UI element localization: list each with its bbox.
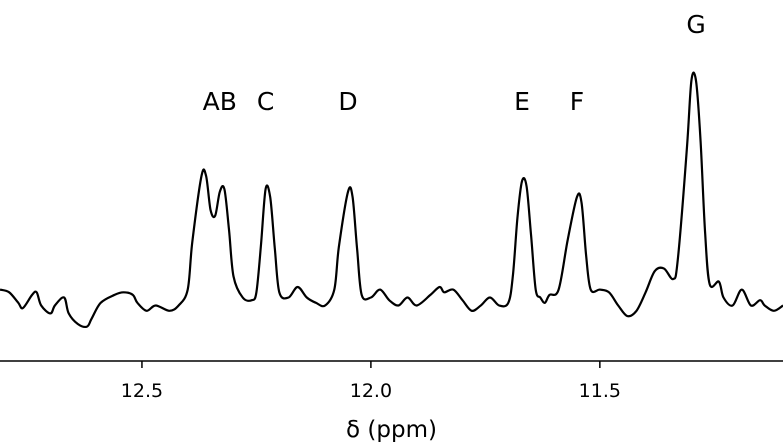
peak-label-g: G [686,10,705,39]
peak-label-e: E [514,87,530,116]
peak-label-d: D [338,87,357,116]
x-axis-ticks: 12.5 12.0 11.5 [121,361,621,402]
x-tick-label-0: 12.5 [121,380,163,402]
peak-label-ab: AB [203,87,237,116]
peak-label-c: C [257,87,274,116]
plot-area [0,71,783,328]
x-axis-label: δ (ppm) [346,417,437,443]
x-tick-label-1: 12.0 [350,380,392,402]
spectrum-line-0 [0,71,783,328]
peak-label-f: F [570,87,584,116]
peak-labels: AB C D E F G [203,10,706,116]
x-tick-label-2: 11.5 [579,380,621,402]
